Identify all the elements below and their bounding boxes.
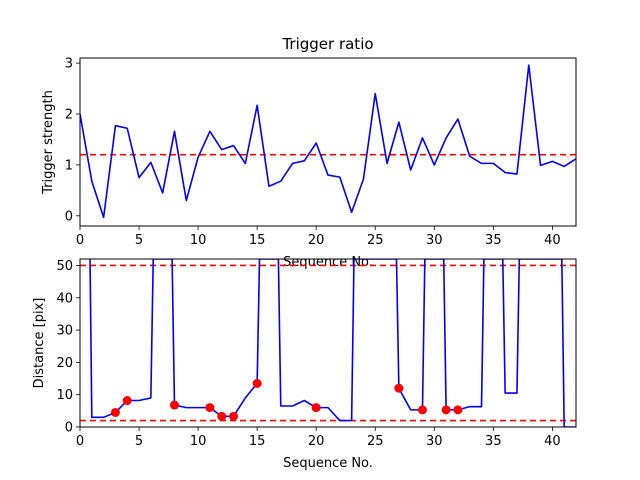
data-point (229, 411, 239, 421)
data-point (205, 403, 215, 413)
x-tick-label: 25 (367, 434, 384, 449)
chart-trigger-ratio: Trigger ratio Trigger strength 0 5 10 15 20 2… (41, 35, 577, 270)
x-tick-label: 15 (249, 434, 266, 449)
x-tick-label: 20 (308, 434, 325, 449)
x-tick-label: 35 (485, 434, 502, 449)
y-tick-label: 2 (65, 108, 73, 123)
y-tick-label: 20 (56, 356, 73, 371)
data-point (252, 378, 262, 388)
x-tick-label: 20 (308, 233, 325, 248)
data-point (417, 405, 427, 415)
axes-frame (79, 57, 577, 227)
plot-content (80, 259, 576, 427)
data-point (453, 405, 463, 415)
y-tick-label: 10 (56, 388, 73, 403)
x-axis-label: Sequence No. (283, 456, 373, 471)
series-line (89, 259, 576, 427)
y-tick-label: 3 (65, 57, 73, 72)
y-axis-label: Trigger strength (41, 90, 56, 195)
x-tick-label: 0 (76, 233, 84, 248)
data-point (169, 400, 179, 410)
x-tick-label: 40 (544, 233, 561, 248)
data-point (217, 411, 227, 421)
data-point (394, 383, 404, 393)
x-tick-label: 5 (135, 233, 143, 248)
data-point (441, 405, 451, 415)
y-tick-label: 0 (65, 421, 73, 436)
x-tick-label: 15 (249, 233, 266, 248)
y-axis-label: Distance [pix] (32, 298, 47, 389)
chart-distance: Distance [pix] 0 5 10 15 20 25 30 35 40 0 10 20 30 40… (32, 258, 577, 471)
chart-title: Trigger ratio (281, 35, 373, 53)
x-tick-label: 30 (426, 434, 443, 449)
y-tick-label: 50 (56, 259, 73, 274)
x-tick-label: 25 (367, 233, 384, 248)
y-tick-label: 40 (56, 291, 73, 306)
data-point (311, 403, 321, 413)
y-tick-label: 1 (65, 158, 73, 173)
x-tick-label: 10 (190, 233, 207, 248)
x-axis-label: Sequence No. (283, 255, 373, 270)
x-tick-label: 0 (76, 434, 84, 449)
x-tick-label: 30 (426, 233, 443, 248)
axes-frame (79, 258, 577, 428)
y-tick-label: 30 (56, 324, 73, 339)
series-line (80, 64, 576, 219)
x-tick-label: 35 (485, 233, 502, 248)
plot-content (80, 64, 576, 219)
data-point (122, 396, 132, 406)
x-tick-label: 5 (135, 434, 143, 449)
y-tick-label: 0 (65, 209, 73, 224)
x-tick-label: 40 (544, 434, 561, 449)
plot-area: 0 5 10 15 20 25 30 35 40 0 1 2 3 (65, 57, 577, 248)
x-tick-label: 10 (190, 434, 207, 449)
data-point (110, 407, 120, 417)
plot-area: 0 5 10 15 20 25 30 35 40 0 10 20 30 40 50 (56, 258, 577, 449)
